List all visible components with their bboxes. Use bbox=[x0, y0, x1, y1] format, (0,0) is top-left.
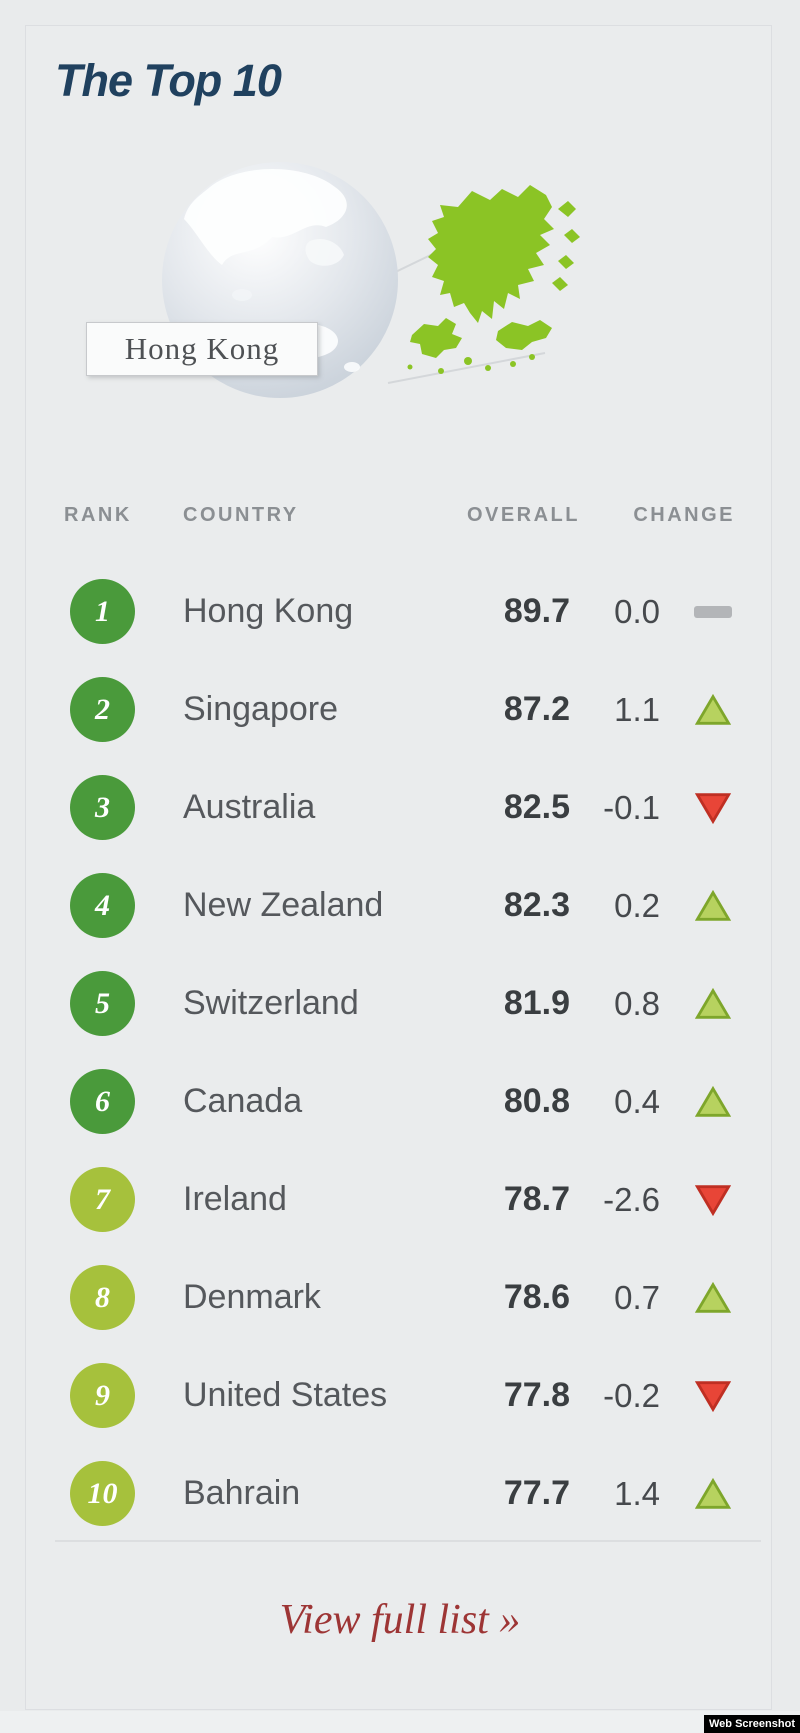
overall-score: 77.7 bbox=[503, 1474, 570, 1512]
table-row: 4 New Zealand 82.3 0.2 bbox=[0, 873, 800, 939]
country-name: Canada bbox=[183, 1082, 303, 1120]
rank-badge: 5 bbox=[70, 971, 135, 1036]
column-header-change: CHANGE bbox=[633, 504, 735, 526]
no-change-icon bbox=[690, 594, 736, 630]
up-triangle-icon bbox=[690, 692, 736, 728]
change-value: 0.2 bbox=[614, 887, 660, 924]
table-row: 8 Denmark 78.6 0.7 bbox=[0, 1265, 800, 1331]
change-value: 0.4 bbox=[614, 1083, 660, 1120]
up-triangle-icon bbox=[690, 1476, 736, 1512]
table-row: 2 Singapore 87.2 1.1 bbox=[0, 677, 800, 743]
table-row: 7 Ireland 78.7 -2.6 bbox=[0, 1167, 800, 1233]
overall-score: 82.3 bbox=[503, 886, 570, 924]
watermark-badge: Web Screenshot bbox=[704, 1715, 800, 1733]
rank-number: 10 bbox=[87, 1476, 118, 1510]
rank-badge: 4 bbox=[70, 873, 135, 938]
hong-kong-map bbox=[407, 185, 580, 374]
rank-badge: 3 bbox=[70, 775, 135, 840]
table-row: 10 Bahrain 77.7 1.4 bbox=[0, 1461, 800, 1527]
table-row: 1 Hong Kong 89.7 0.0 bbox=[0, 579, 800, 645]
globe-map-graphic bbox=[162, 162, 580, 398]
table-row: 5 Switzerland 81.9 0.8 bbox=[0, 971, 800, 1037]
overall-score: 78.7 bbox=[503, 1180, 570, 1218]
change-value: -0.2 bbox=[603, 1377, 660, 1414]
view-full-list-link[interactable]: View full list » bbox=[279, 1597, 521, 1643]
page-title: The Top 10 bbox=[55, 55, 282, 106]
rank-number: 4 bbox=[95, 888, 110, 922]
overall-score: 80.8 bbox=[503, 1082, 570, 1120]
country-name: Denmark bbox=[183, 1278, 321, 1316]
down-triangle-icon bbox=[690, 1182, 736, 1218]
rank-number: 1 bbox=[95, 594, 110, 628]
up-triangle-icon bbox=[690, 888, 736, 924]
change-value: 1.1 bbox=[614, 691, 660, 728]
change-value: 1.4 bbox=[614, 1475, 660, 1512]
country-name: New Zealand bbox=[183, 886, 384, 924]
overall-score: 78.6 bbox=[503, 1278, 570, 1316]
country-name: Hong Kong bbox=[183, 592, 354, 630]
country-name: Bahrain bbox=[183, 1474, 301, 1512]
change-value: 0.8 bbox=[614, 985, 660, 1022]
rank-number: 5 bbox=[95, 986, 110, 1020]
rank-badge: 2 bbox=[70, 677, 135, 742]
overall-score: 89.7 bbox=[503, 592, 570, 630]
rank-number: 3 bbox=[95, 790, 110, 824]
rank-badge: 9 bbox=[70, 1363, 135, 1428]
table-row: 6 Canada 80.8 0.4 bbox=[0, 1069, 800, 1135]
up-triangle-icon bbox=[690, 986, 736, 1022]
country-name: Ireland bbox=[183, 1180, 287, 1218]
rank-number: 6 bbox=[95, 1084, 110, 1118]
change-value: 0.0 bbox=[614, 593, 660, 630]
change-value: 0.7 bbox=[614, 1279, 660, 1316]
overall-score: 87.2 bbox=[503, 690, 570, 728]
down-triangle-icon bbox=[690, 790, 736, 826]
rank-badge: 6 bbox=[70, 1069, 135, 1134]
country-name: Singapore bbox=[183, 690, 339, 728]
rank-number: 9 bbox=[95, 1378, 110, 1412]
overall-score: 82.5 bbox=[503, 788, 570, 826]
rank-badge: 8 bbox=[70, 1265, 135, 1330]
country-name: United States bbox=[183, 1376, 388, 1414]
up-triangle-icon bbox=[690, 1084, 736, 1120]
overall-score: 81.9 bbox=[503, 984, 570, 1022]
table-row: 3 Australia 82.5 -0.1 bbox=[0, 775, 800, 841]
country-name: Switzerland bbox=[183, 984, 359, 1022]
rank-number: 2 bbox=[95, 692, 110, 726]
divider-line bbox=[55, 1540, 761, 1542]
country-name: Australia bbox=[183, 788, 316, 826]
down-triangle-icon bbox=[690, 1378, 736, 1414]
change-value: -2.6 bbox=[603, 1181, 660, 1218]
panel-border bbox=[25, 25, 772, 1710]
rank-badge: 1 bbox=[70, 579, 135, 644]
column-header-rank: RANK bbox=[64, 504, 132, 526]
rank-badge: 10 bbox=[70, 1461, 135, 1526]
footer-strip bbox=[0, 1711, 800, 1733]
column-header-overall: OVERALL bbox=[466, 504, 580, 526]
rank-number: 7 bbox=[95, 1182, 110, 1216]
column-header-country: COUNTRY bbox=[183, 504, 299, 526]
rank-number: 8 bbox=[95, 1280, 110, 1314]
rank-badge: 7 bbox=[70, 1167, 135, 1232]
overall-score: 77.8 bbox=[503, 1376, 570, 1414]
map-label: Hong Kong bbox=[86, 322, 318, 376]
table-row: 9 United States 77.8 -0.2 bbox=[0, 1363, 800, 1429]
up-triangle-icon bbox=[690, 1280, 736, 1316]
change-value: -0.1 bbox=[603, 789, 660, 826]
